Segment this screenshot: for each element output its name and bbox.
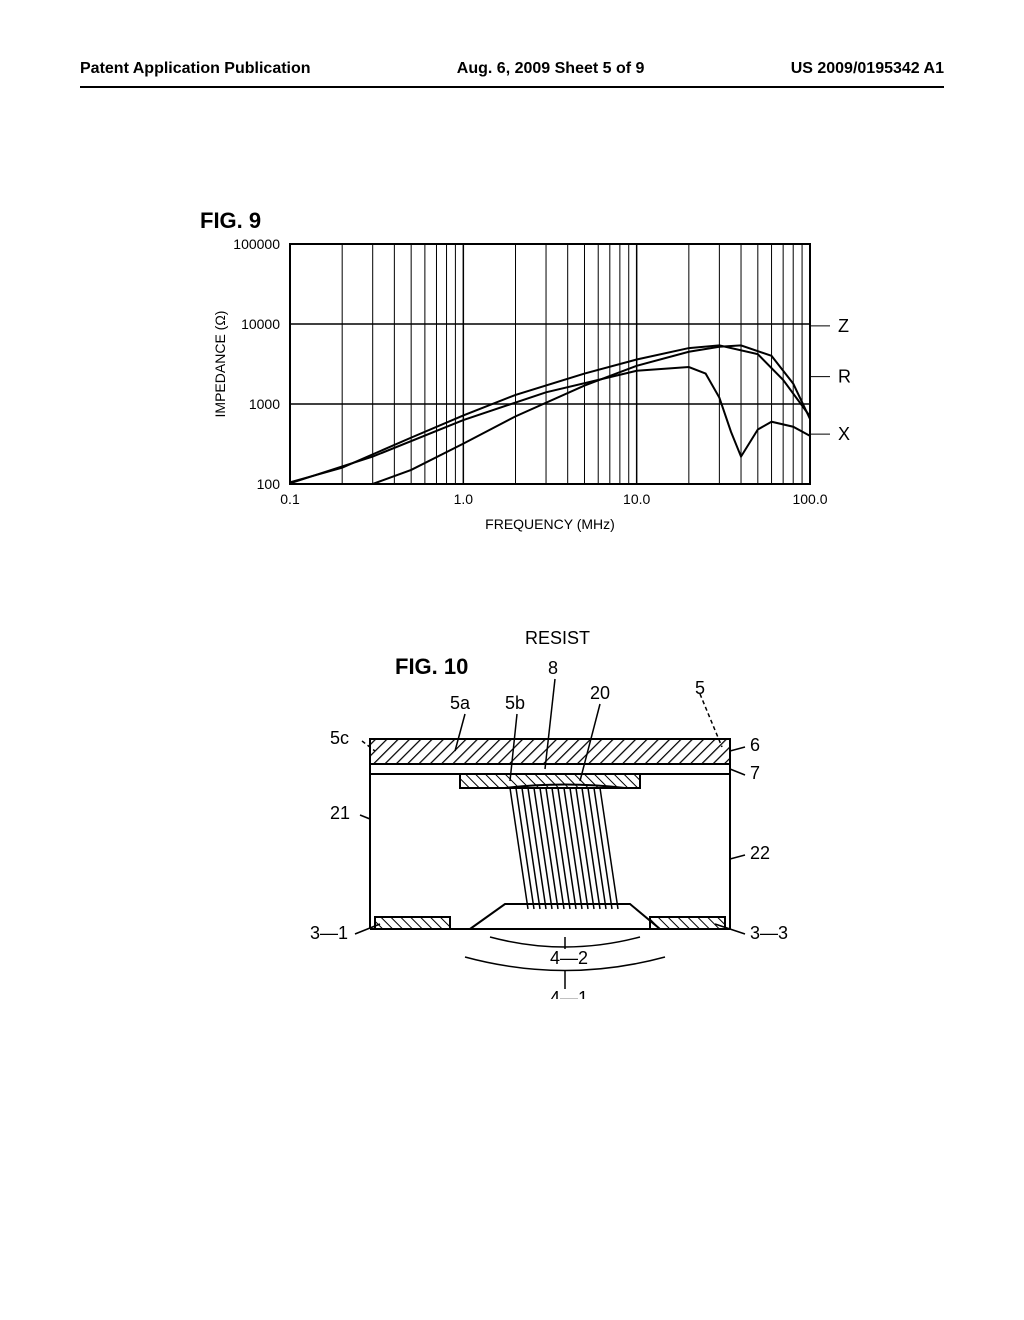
svg-text:Z: Z: [838, 316, 849, 336]
svg-text:3—3: 3—3: [750, 923, 788, 943]
svg-text:1.0: 1.0: [454, 491, 474, 507]
page-header: Patent Application Publication Aug. 6, 2…: [80, 60, 944, 88]
figure-9: FIG. 9 0.1 1.0 10.0 100.0 100 1000 10000 100000…: [200, 208, 944, 539]
svg-text:6: 6: [750, 735, 760, 755]
svg-text:5a: 5a: [450, 693, 471, 713]
fig9-chart: 0.1 1.0 10.0 100.0 100 1000 10000 100000 FREQUEN…: [200, 234, 900, 534]
svg-text:10000: 10000: [241, 316, 280, 332]
svg-text:X: X: [838, 424, 850, 444]
svg-text:10.0: 10.0: [623, 491, 650, 507]
svg-text:22: 22: [750, 843, 770, 863]
svg-text:21: 21: [330, 803, 350, 823]
fig10-diagram: FIG. 10 RESIST 8 5a 5b 20 5 5c 6 7 21 22 3—1 3—3 4—2 4—…: [280, 619, 840, 999]
svg-text:5: 5: [695, 678, 705, 698]
svg-text:100000: 100000: [233, 236, 280, 252]
figure-10: FIG. 10 RESIST 8 5a 5b 20 5 5c 6 7 21 22 3—1 3—3 4—2 4—…: [280, 619, 944, 1004]
svg-text:7: 7: [750, 763, 760, 783]
svg-text:IMPEDANCE (Ω): IMPEDANCE (Ω): [212, 311, 228, 418]
header-center: Aug. 6, 2009 Sheet 5 of 9: [457, 60, 645, 78]
fig9-title: FIG. 9: [200, 208, 261, 234]
svg-text:100: 100: [257, 476, 281, 492]
header-left: Patent Application Publication: [80, 60, 311, 78]
svg-text:100.0: 100.0: [792, 491, 827, 507]
svg-text:FREQUENCY (MHz): FREQUENCY (MHz): [485, 516, 615, 532]
svg-text:1000: 1000: [249, 396, 280, 412]
svg-text:8: 8: [548, 658, 558, 678]
svg-text:4—2: 4—2: [550, 948, 588, 968]
svg-text:FIG. 10: FIG. 10: [395, 654, 468, 679]
svg-text:5b: 5b: [505, 693, 525, 713]
svg-text:3—1: 3—1: [310, 923, 348, 943]
header-right: US 2009/0195342 A1: [791, 60, 944, 78]
svg-text:5c: 5c: [330, 728, 349, 748]
svg-text:RESIST: RESIST: [525, 628, 590, 648]
svg-text:4—1: 4—1: [550, 988, 588, 999]
svg-text:R: R: [838, 367, 851, 387]
svg-text:20: 20: [590, 683, 610, 703]
svg-text:0.1: 0.1: [280, 491, 300, 507]
